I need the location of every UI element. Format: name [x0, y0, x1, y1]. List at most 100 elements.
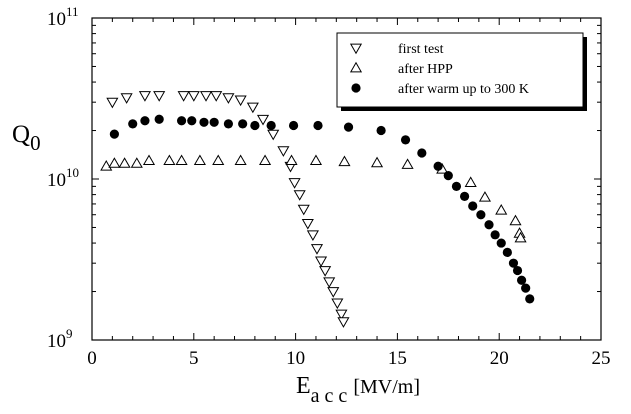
data-point	[306, 230, 319, 242]
y-tick-label-base: 10	[47, 9, 66, 30]
data-point	[313, 120, 323, 131]
y-tick-label-exponent: 11	[66, 4, 79, 19]
data-point	[496, 238, 506, 248]
data-point	[338, 155, 351, 167]
data-point	[154, 114, 164, 124]
data-point	[323, 277, 336, 288]
data-point	[238, 119, 248, 129]
legend: first test after HPP after warm up to 300 …	[336, 32, 587, 111]
data-point	[222, 93, 235, 104]
data-markers	[100, 91, 535, 328]
data-point	[106, 97, 119, 109]
data-point	[512, 265, 523, 276]
data-point	[521, 283, 531, 293]
data-point	[288, 178, 301, 189]
data-point	[288, 120, 299, 131]
data-point	[400, 135, 411, 145]
data-point	[337, 317, 350, 328]
data-point	[285, 154, 298, 166]
x-tick-label: 0	[87, 348, 97, 369]
data-point	[433, 161, 443, 171]
data-point	[314, 256, 328, 268]
data-point	[335, 309, 348, 321]
data-point	[108, 157, 121, 168]
data-point	[109, 129, 119, 139]
data-point	[210, 91, 223, 102]
data-point	[140, 116, 150, 126]
data-point	[464, 176, 477, 187]
data-point	[327, 287, 340, 298]
data-point	[443, 170, 453, 181]
data-point	[297, 204, 310, 216]
y-tick-label: 1010	[47, 165, 79, 191]
y-tick-label: 109	[47, 326, 73, 352]
data-point	[331, 298, 344, 310]
data-point	[514, 231, 527, 243]
data-point	[490, 230, 500, 240]
data-point	[277, 146, 290, 157]
y-tick-label-exponent: 10	[66, 165, 79, 180]
data-point	[525, 294, 535, 304]
legend-label: after warm up to 300 K	[398, 82, 529, 97]
x-axis-title-sub: a c c	[311, 385, 348, 407]
axis-ticks	[91, 17, 602, 341]
data-point	[256, 114, 270, 126]
data-point	[476, 210, 486, 220]
x-tick-label: 15	[388, 348, 407, 369]
data-point	[177, 91, 190, 102]
data-point	[193, 154, 206, 166]
data-point	[223, 119, 234, 129]
data-point	[258, 154, 272, 166]
data-point	[468, 201, 478, 211]
data-point	[118, 157, 131, 168]
x-tick-label: 25	[592, 348, 611, 369]
data-point	[234, 95, 247, 107]
x-tick-label: 5	[189, 348, 199, 369]
data-point	[209, 117, 219, 127]
series-1	[106, 91, 350, 328]
data-point	[234, 154, 247, 166]
y-axis-title-main: Q	[12, 121, 30, 148]
data-point	[370, 156, 384, 168]
y-axis-title-sub: 0	[30, 131, 41, 155]
data-point	[516, 275, 527, 285]
x-axis-title-unit: [MV/m]	[353, 376, 420, 398]
data-point	[376, 125, 386, 136]
data-point	[508, 258, 519, 268]
legend-marker	[351, 83, 361, 93]
data-point	[484, 220, 494, 230]
data-point	[199, 117, 209, 127]
y-tick-label-base: 10	[47, 331, 66, 352]
data-point	[417, 148, 427, 158]
data-point	[401, 158, 414, 169]
data-point	[502, 247, 512, 258]
x-axis-title-main: E	[296, 373, 311, 399]
series-2	[100, 154, 527, 243]
legend-label: first test	[398, 42, 444, 57]
data-point	[246, 102, 259, 114]
data-point	[153, 91, 166, 102]
x-tick-label: 10	[286, 348, 305, 369]
data-point	[187, 91, 200, 102]
data-point	[266, 120, 276, 131]
legend-marker	[349, 61, 363, 73]
data-point	[310, 244, 324, 255]
y-tick-label-base: 10	[47, 170, 66, 191]
data-point	[199, 91, 213, 102]
x-axis-title: Ea c c [MV/m]	[296, 373, 420, 407]
data-point	[343, 122, 354, 132]
data-point	[163, 154, 176, 166]
data-point	[301, 218, 314, 230]
x-tick-labels: 0 5 10 15 20 25	[87, 348, 610, 369]
data-point	[451, 181, 462, 191]
data-point	[212, 154, 225, 166]
legend-marker	[349, 43, 363, 55]
data-point	[293, 190, 306, 201]
y-tick-label-exponent: 9	[66, 326, 73, 341]
data-point	[138, 91, 151, 102]
data-point	[175, 154, 188, 166]
data-point	[187, 116, 197, 126]
legend-box	[336, 32, 584, 108]
